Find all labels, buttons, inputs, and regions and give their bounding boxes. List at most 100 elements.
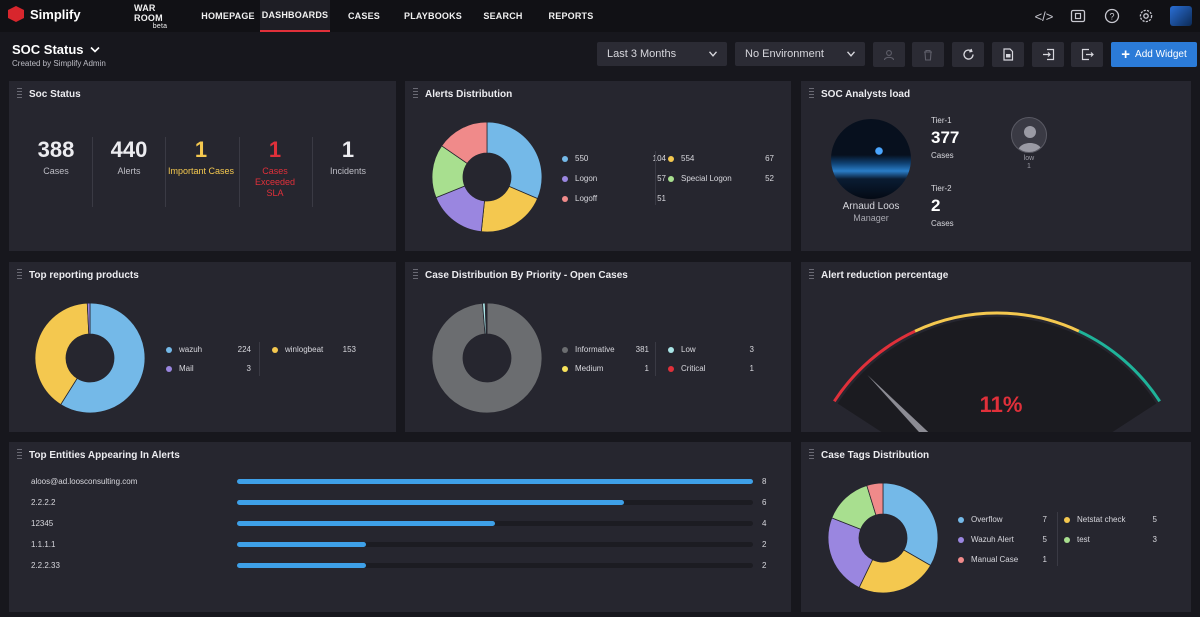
donut-slice[interactable]: [485, 302, 488, 335]
legend-dot: [562, 365, 568, 372]
donut-slice[interactable]: [34, 302, 90, 406]
donut-slice[interactable]: [441, 121, 488, 164]
nav-playbooks[interactable]: PLAYBOOKS: [398, 0, 468, 32]
donut-slice[interactable]: [486, 121, 543, 200]
legend-item[interactable]: Medium 1: [562, 364, 649, 373]
briefcase-icon[interactable]: [1068, 6, 1088, 26]
entity-label[interactable]: 1.1.1.1: [31, 540, 56, 549]
refresh-button[interactable]: [952, 42, 984, 67]
donut-slice[interactable]: [827, 517, 874, 589]
legend-item[interactable]: Logoff 51: [562, 194, 666, 203]
drag-handle-icon[interactable]: [809, 88, 814, 100]
drag-handle-icon[interactable]: [809, 449, 814, 461]
donut-slice[interactable]: [431, 302, 543, 414]
entity-bar[interactable]: [237, 563, 366, 568]
dashboard-title-text: SOC Status: [12, 42, 84, 57]
legend-label: Critical: [681, 364, 706, 373]
app-logo[interactable]: Simplify: [8, 6, 81, 22]
legend-item[interactable]: 554 67: [668, 154, 774, 163]
analyst-photo[interactable]: [831, 119, 911, 199]
donut-slice[interactable]: [60, 302, 146, 414]
legend-item[interactable]: Special Logon 52: [668, 174, 774, 183]
drag-handle-icon[interactable]: [17, 449, 22, 461]
environment-value: No Environment: [745, 48, 824, 60]
entity-bar[interactable]: [237, 542, 366, 547]
stat-alerts[interactable]: 440 Alerts: [94, 137, 164, 177]
code-icon[interactable]: </>: [1034, 8, 1054, 24]
legend-item[interactable]: Mail 3: [166, 364, 251, 373]
legend-dot: [562, 155, 568, 162]
legend-item[interactable]: Low 3: [668, 345, 754, 354]
legend-item[interactable]: Wazuh Alert 5: [958, 535, 1047, 544]
legend-label: Informative: [575, 345, 615, 354]
stat-incidents[interactable]: 1 Incidents: [313, 137, 383, 177]
legend-divider: [1057, 512, 1058, 566]
drag-handle-icon[interactable]: [413, 269, 418, 281]
dashboard-title[interactable]: SOC Status: [12, 42, 100, 57]
time-range-select[interactable]: Last 3 Months: [597, 42, 727, 66]
legend-item[interactable]: wazuh 224: [166, 345, 251, 354]
nav-homepage[interactable]: HOMEPAGE: [196, 0, 260, 32]
avatar[interactable]: [1011, 117, 1047, 153]
nav-reports[interactable]: REPORTS: [538, 0, 604, 32]
entity-value: 8: [762, 477, 767, 486]
entity-bar-track: [237, 479, 753, 484]
legend-dot: [958, 556, 964, 563]
stat-value: 1: [268, 137, 282, 162]
donut-slice[interactable]: [866, 482, 884, 516]
donut-slice[interactable]: [858, 549, 932, 594]
legend-item[interactable]: Overflow 7: [958, 515, 1047, 524]
drag-handle-icon[interactable]: [809, 269, 814, 281]
legend-dot: [958, 536, 964, 543]
legend-label: Medium: [575, 364, 604, 373]
stat-cases[interactable]: 388 Cases: [21, 137, 91, 177]
case-tags-donut-chart[interactable]: [827, 482, 939, 594]
legend-item[interactable]: winlogbeat 153: [272, 345, 356, 354]
stat-cases-exceeded-sla[interactable]: 1 Cases Exceeded SLA: [240, 137, 310, 199]
export-pdf-button[interactable]: [992, 42, 1024, 67]
entity-label[interactable]: aloos@ad.loosconsulting.com: [31, 477, 138, 486]
share-user-button[interactable]: [873, 42, 905, 67]
settings-icon[interactable]: [1136, 6, 1156, 26]
export-button[interactable]: [1071, 42, 1103, 67]
user-avatar[interactable]: [1170, 6, 1192, 26]
tier-cases-value: 2: [931, 196, 941, 215]
widget-top-entities: Top Entities Appearing In Alerts aloos@a…: [9, 442, 791, 612]
legend-item[interactable]: Netstat check 5: [1064, 515, 1157, 524]
donut-slice[interactable]: [86, 302, 91, 335]
drag-handle-icon[interactable]: [413, 88, 418, 100]
entity-bar[interactable]: [237, 500, 624, 505]
donut-slice[interactable]: [882, 482, 939, 567]
priority-donut-chart[interactable]: [431, 302, 543, 414]
entity-bar[interactable]: [237, 479, 753, 484]
entity-label[interactable]: 2.2.2.33: [31, 561, 60, 570]
entity-label[interactable]: 2.2.2.2: [31, 498, 56, 507]
drag-handle-icon[interactable]: [17, 88, 22, 100]
delete-button[interactable]: [912, 42, 944, 67]
analyst-role: Manager: [853, 213, 889, 223]
nav-search[interactable]: SEARCH: [468, 0, 538, 32]
gauge-band: [1078, 329, 1161, 403]
add-widget-button[interactable]: + Add Widget: [1111, 42, 1197, 67]
nav-war-room[interactable]: WAR ROOM beta: [124, 0, 196, 32]
legend-item[interactable]: Informative 381: [562, 345, 649, 354]
legend-item[interactable]: Critical 1: [668, 364, 754, 373]
entity-bar[interactable]: [237, 521, 495, 526]
products-donut-chart[interactable]: [34, 302, 146, 414]
user-icon: [1018, 126, 1042, 152]
alert-reduction-gauge[interactable]: [801, 262, 1191, 432]
entity-label[interactable]: 12345: [31, 519, 54, 528]
nav-sub-label: beta: [152, 22, 168, 30]
environment-select[interactable]: No Environment: [735, 42, 865, 66]
help-icon[interactable]: ?: [1102, 6, 1122, 26]
nav-cases[interactable]: CASES: [330, 0, 398, 32]
legend-item[interactable]: Manual Case 1: [958, 555, 1047, 564]
legend-item[interactable]: 550 104: [562, 154, 666, 163]
legend-item[interactable]: Logon 57: [562, 174, 666, 183]
alerts-donut-chart[interactable]: [431, 121, 543, 233]
drag-handle-icon[interactable]: [17, 269, 22, 281]
import-button[interactable]: [1032, 42, 1064, 67]
nav-dashboards[interactable]: DASHBOARDS: [260, 0, 330, 32]
stat-important-cases[interactable]: 1 Important Cases: [166, 137, 236, 177]
legend-item[interactable]: test 3: [1064, 535, 1157, 544]
